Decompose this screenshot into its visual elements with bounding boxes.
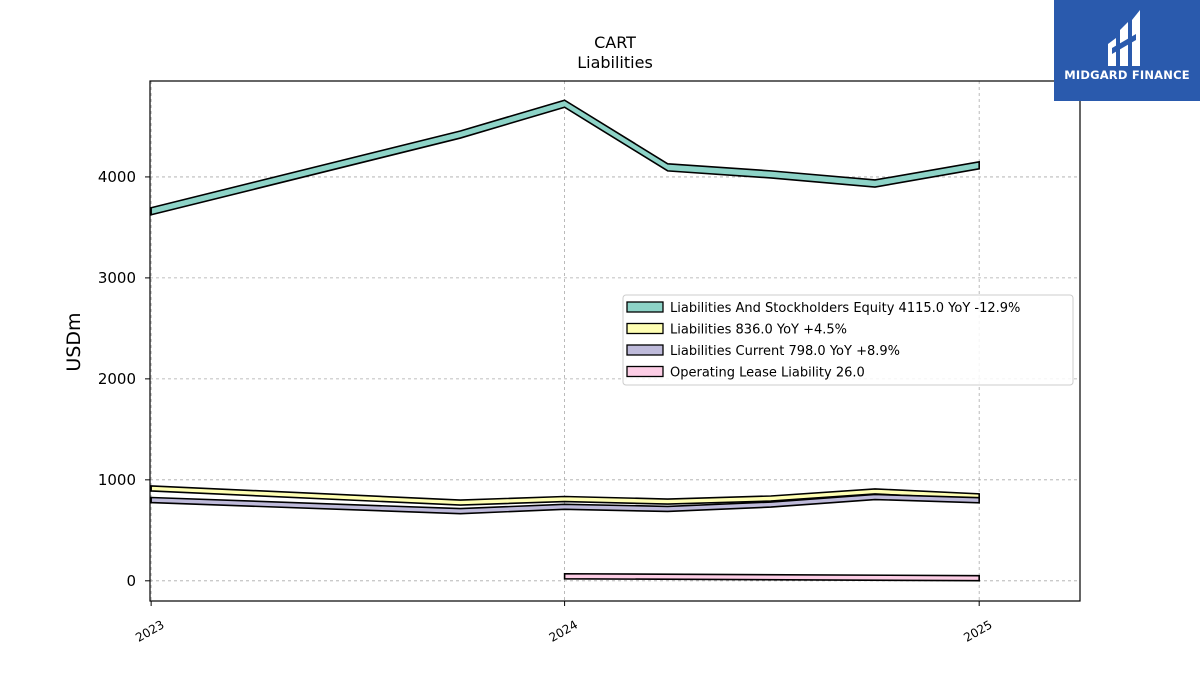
y-tick-label: 2000: [98, 370, 136, 388]
y-tick-label: 4000: [98, 168, 136, 186]
y-axis: 0 1000 2000 3000 4000: [98, 168, 150, 590]
legend-swatch: [626, 322, 664, 335]
legend-label: Operating Lease Liability 26.0: [670, 366, 865, 381]
legend-label: Liabilities Current 798.0 YoY +8.9%: [670, 344, 900, 359]
logo-mark-icon: [1108, 10, 1140, 66]
y-tick-label: 0: [126, 572, 136, 590]
series-band-3: [563, 572, 980, 582]
x-tick-label: 2024: [547, 617, 580, 644]
legend-swatch: [626, 365, 664, 378]
chart-title: CART: [594, 33, 636, 52]
logo-text: MIDGARD FINANCE: [1064, 68, 1190, 82]
y-tick-label: 3000: [98, 269, 136, 287]
series-band-0: [150, 99, 980, 216]
y-axis-label: USDm: [63, 312, 85, 371]
legend-frame: [622, 294, 1074, 386]
chart-subtitle: Liabilities: [577, 53, 653, 72]
legend-swatch: [626, 344, 664, 356]
x-tick-label: 2025: [961, 617, 994, 644]
legend-label: Liabilities And Stockholders Equity 4115…: [670, 301, 1020, 316]
plot-frame: [149, 80, 1081, 602]
midgard-finance-logo: MIDGARD FINANCE: [1054, 0, 1200, 101]
x-tick-label: 2023: [133, 617, 166, 644]
x-axis: 2023 2024 2025: [133, 601, 995, 645]
legend-label: Liabilities 836.0 YoY +4.5%: [670, 323, 847, 338]
y-tick-label: 1000: [98, 471, 136, 489]
series-bands: [150, 99, 980, 582]
series-band-2: [150, 493, 980, 515]
legend: Liabilities And Stockholders Equity 4115…: [622, 294, 1074, 386]
legend-swatch: [626, 301, 664, 313]
